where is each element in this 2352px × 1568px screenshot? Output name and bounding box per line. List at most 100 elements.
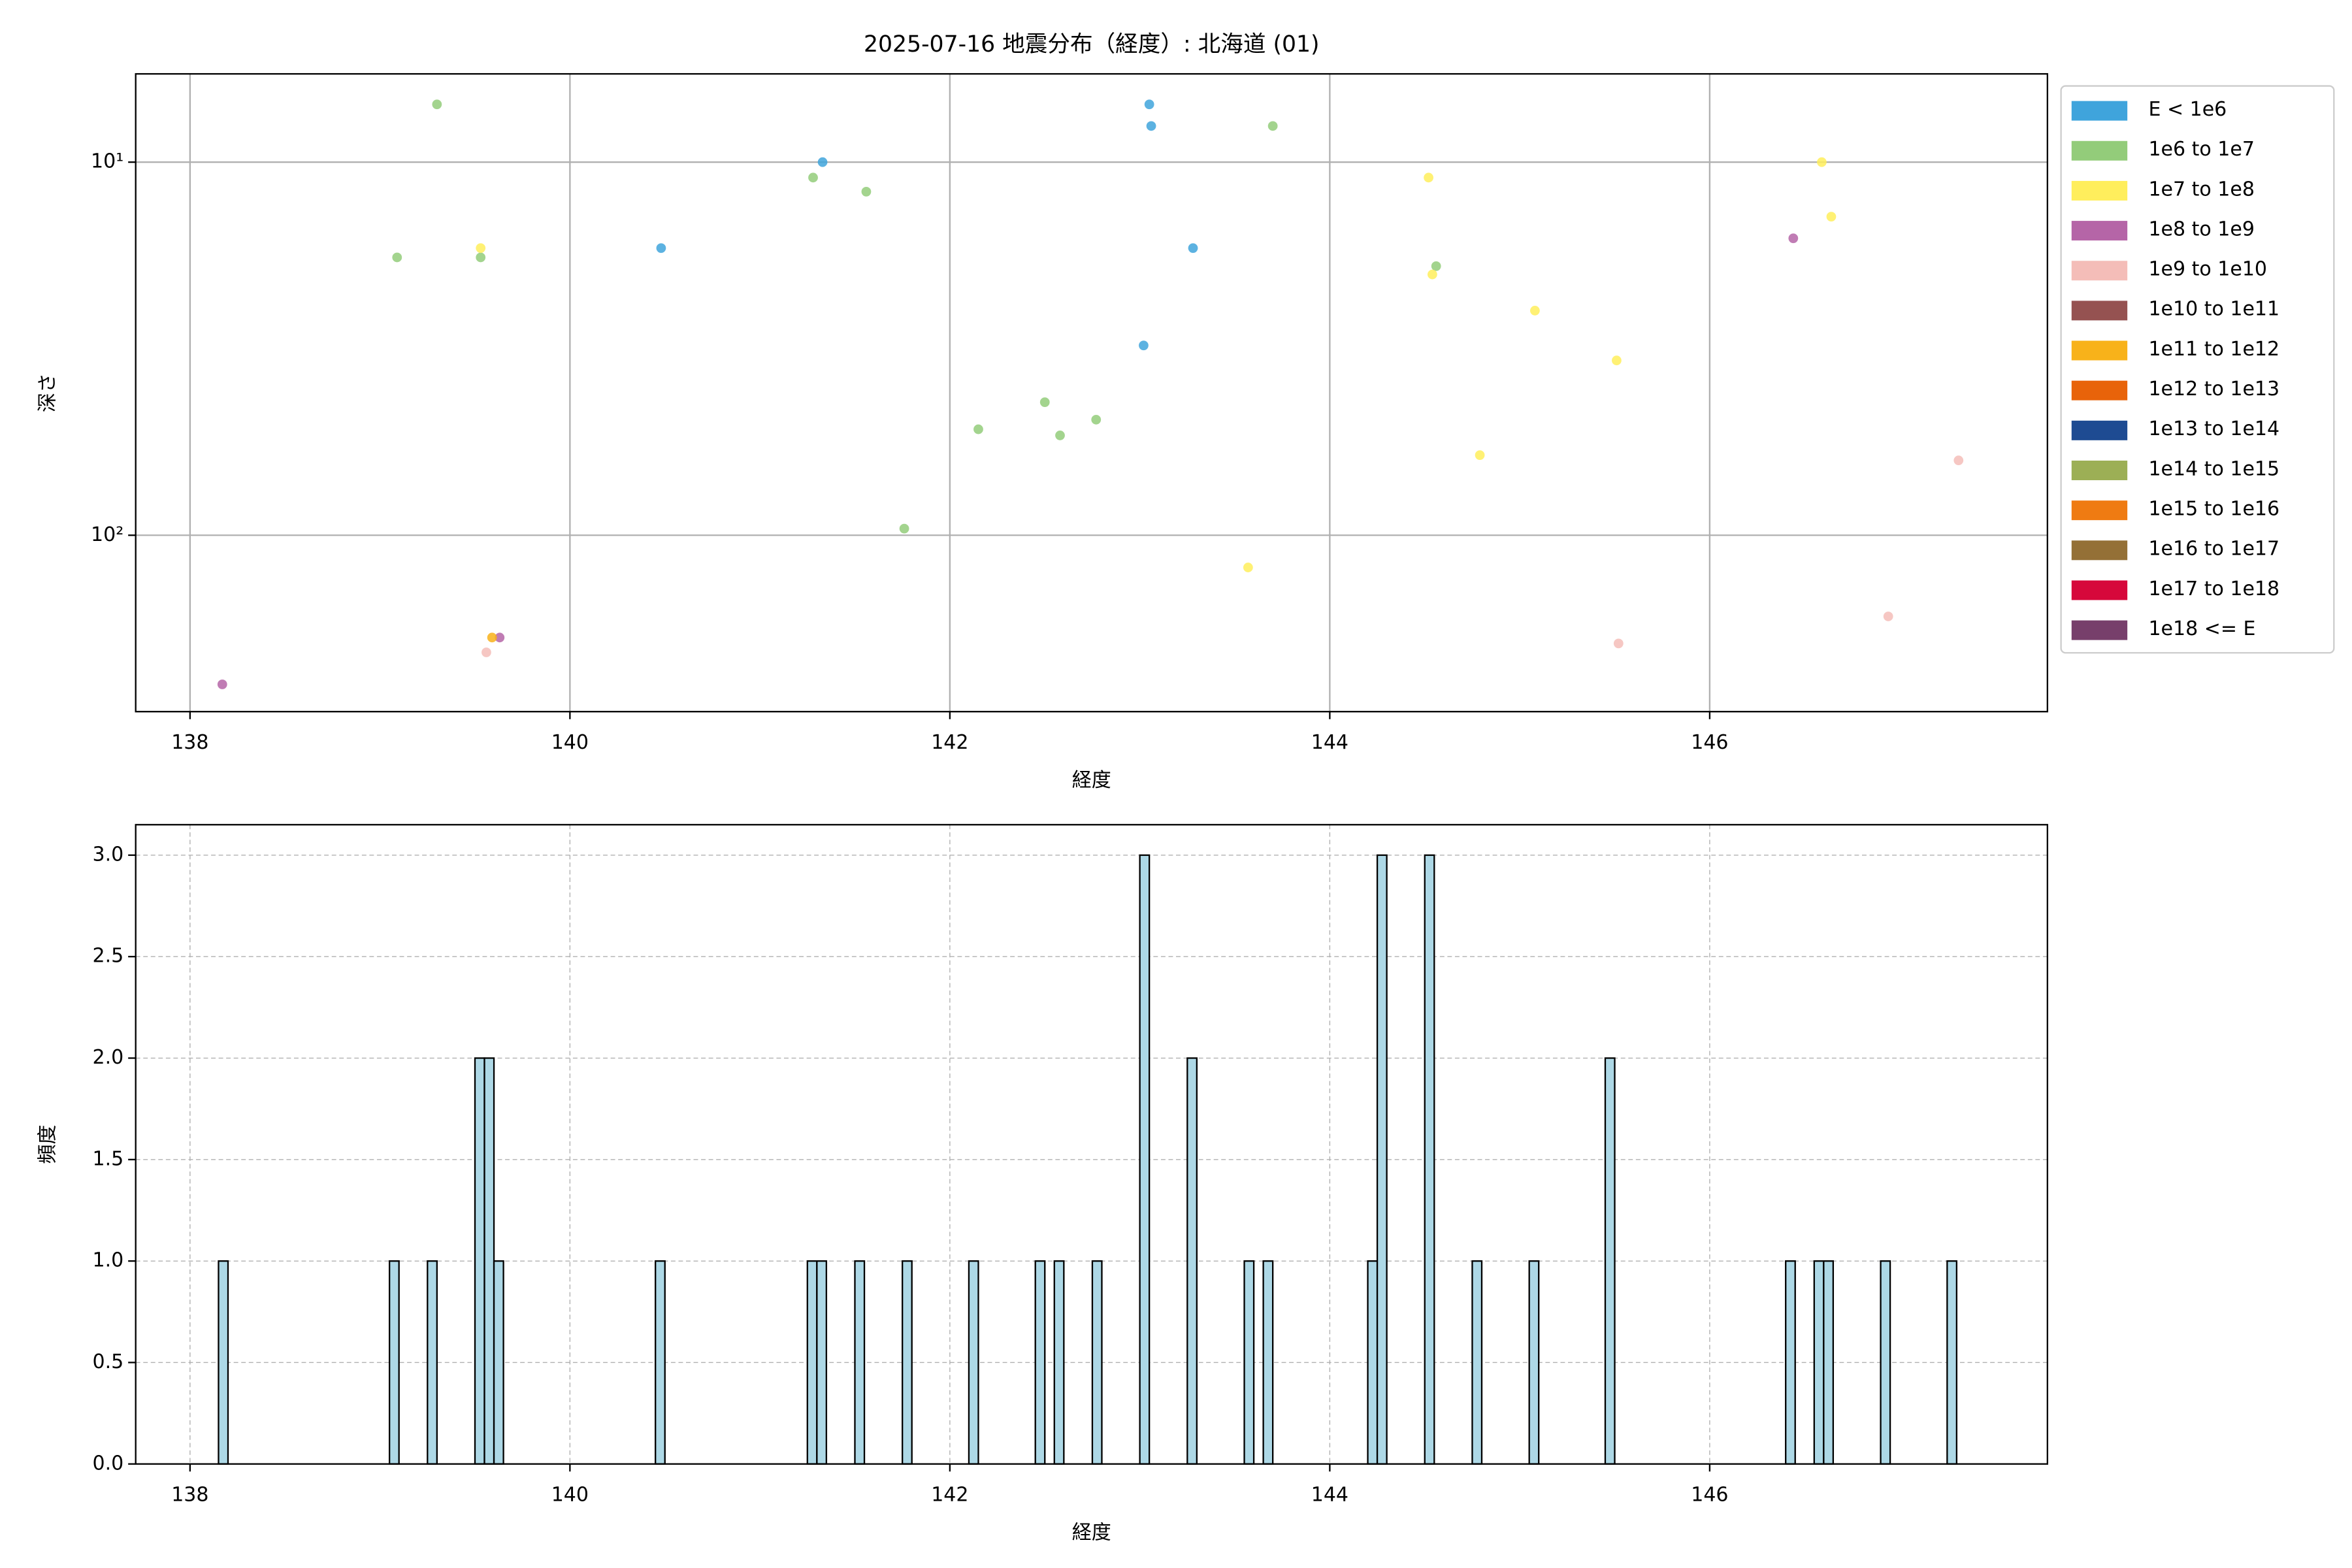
bar	[1823, 1260, 1835, 1465]
bar	[493, 1260, 504, 1465]
bar	[854, 1260, 866, 1465]
point	[1091, 414, 1102, 425]
bar	[1424, 854, 1435, 1465]
point	[1953, 455, 1964, 466]
legend-label: 1e8 to 1e9	[2148, 218, 2254, 240]
bar	[1034, 1260, 1046, 1465]
legend-swatch	[2071, 301, 2128, 321]
bar	[1053, 1260, 1065, 1465]
point	[1139, 340, 1149, 351]
legend-swatch	[2071, 380, 2128, 400]
point	[1788, 233, 1799, 244]
point	[392, 252, 402, 263]
point	[495, 632, 505, 643]
y-axis-label: 深さ	[36, 373, 59, 412]
point	[1883, 612, 1893, 621]
point	[432, 99, 442, 110]
legend-swatch	[2071, 180, 2128, 201]
legend-label: 1e12 to 1e13	[2148, 378, 2279, 400]
point	[1431, 261, 1441, 271]
point	[808, 172, 818, 183]
point	[1817, 157, 1827, 167]
x-tick-label: 144	[1311, 731, 1348, 754]
point	[1144, 99, 1154, 110]
point	[973, 424, 983, 434]
legend-label: 1e16 to 1e17	[2148, 538, 2279, 561]
x-tick-label: 140	[551, 1484, 589, 1507]
bar	[806, 1260, 818, 1465]
legend-swatch	[2071, 461, 2128, 480]
y-tick-label: 2.5	[93, 945, 124, 968]
point	[1188, 243, 1198, 253]
point	[476, 243, 486, 253]
legend-label: 1e18 <= E	[2148, 617, 2255, 640]
legend-label: 1e7 to 1e8	[2148, 178, 2254, 201]
point	[1055, 431, 1065, 440]
bar	[816, 1260, 828, 1465]
x-tick-label: 146	[1691, 1484, 1728, 1507]
bar	[655, 1260, 666, 1465]
bar	[968, 1260, 979, 1465]
x-axis-label: 経度	[1072, 1521, 1111, 1544]
bar	[1785, 1260, 1796, 1465]
x-axis-label: 経度	[1072, 769, 1111, 792]
y-tick-label: 1.5	[93, 1147, 124, 1170]
point	[1475, 450, 1485, 461]
bar	[427, 1260, 438, 1465]
legend-swatch	[2071, 340, 2128, 361]
x-tick-label: 144	[1311, 1484, 1348, 1507]
bar	[1471, 1260, 1483, 1465]
bar	[1262, 1260, 1274, 1465]
point	[487, 632, 497, 643]
y-axis-label: 頻度	[36, 1125, 59, 1164]
point	[861, 187, 872, 197]
y-tick-label: 3.0	[93, 843, 124, 866]
point	[1613, 638, 1624, 649]
point	[482, 647, 491, 657]
legend-swatch	[2071, 101, 2128, 121]
point	[1427, 269, 1437, 280]
legend-label: E < 1e6	[2148, 98, 2227, 121]
bar	[1528, 1260, 1540, 1465]
x-tick-label: 138	[171, 731, 208, 754]
y-tick-label: 0.0	[93, 1452, 124, 1475]
x-tick-label: 146	[1691, 731, 1728, 754]
bar	[218, 1260, 229, 1465]
y-tick-label: 1.0	[93, 1249, 124, 1272]
point	[1612, 355, 1622, 366]
point	[1146, 121, 1156, 131]
bar	[388, 1260, 400, 1465]
point	[656, 243, 666, 253]
bar	[1813, 1260, 1825, 1465]
legend-swatch	[2071, 140, 2128, 161]
legend-swatch	[2071, 221, 2128, 241]
legend-label: 1e9 to 1e10	[2148, 258, 2267, 281]
x-tick-label: 142	[931, 1484, 968, 1507]
bar	[902, 1260, 913, 1465]
y-tick-label: 10¹	[91, 150, 123, 173]
point	[1424, 172, 1433, 183]
point	[899, 523, 909, 534]
bar	[1186, 1057, 1198, 1465]
point	[1826, 212, 1837, 222]
point	[817, 157, 828, 167]
y-tick-label: 10²	[91, 523, 123, 546]
point	[476, 252, 486, 263]
bar	[1880, 1260, 1891, 1465]
point	[217, 679, 227, 689]
bar	[483, 1057, 495, 1465]
legend: E < 1e6 1e6 to 1e7 1e7 to 1e8 1e8 to 1e9 1e9…	[2060, 85, 2335, 654]
plot-frame	[135, 824, 2048, 1465]
x-tick-label: 140	[551, 731, 589, 754]
legend-frame	[2060, 85, 2335, 654]
legend-label: 1e6 to 1e7	[2148, 138, 2254, 161]
y-tick-label: 2.0	[93, 1046, 124, 1069]
legend-label: 1e15 to 1e16	[2148, 498, 2279, 521]
bar	[1091, 1260, 1103, 1465]
bar	[1243, 1260, 1255, 1465]
plot-frame	[135, 73, 2048, 713]
legend-swatch	[2071, 620, 2128, 640]
